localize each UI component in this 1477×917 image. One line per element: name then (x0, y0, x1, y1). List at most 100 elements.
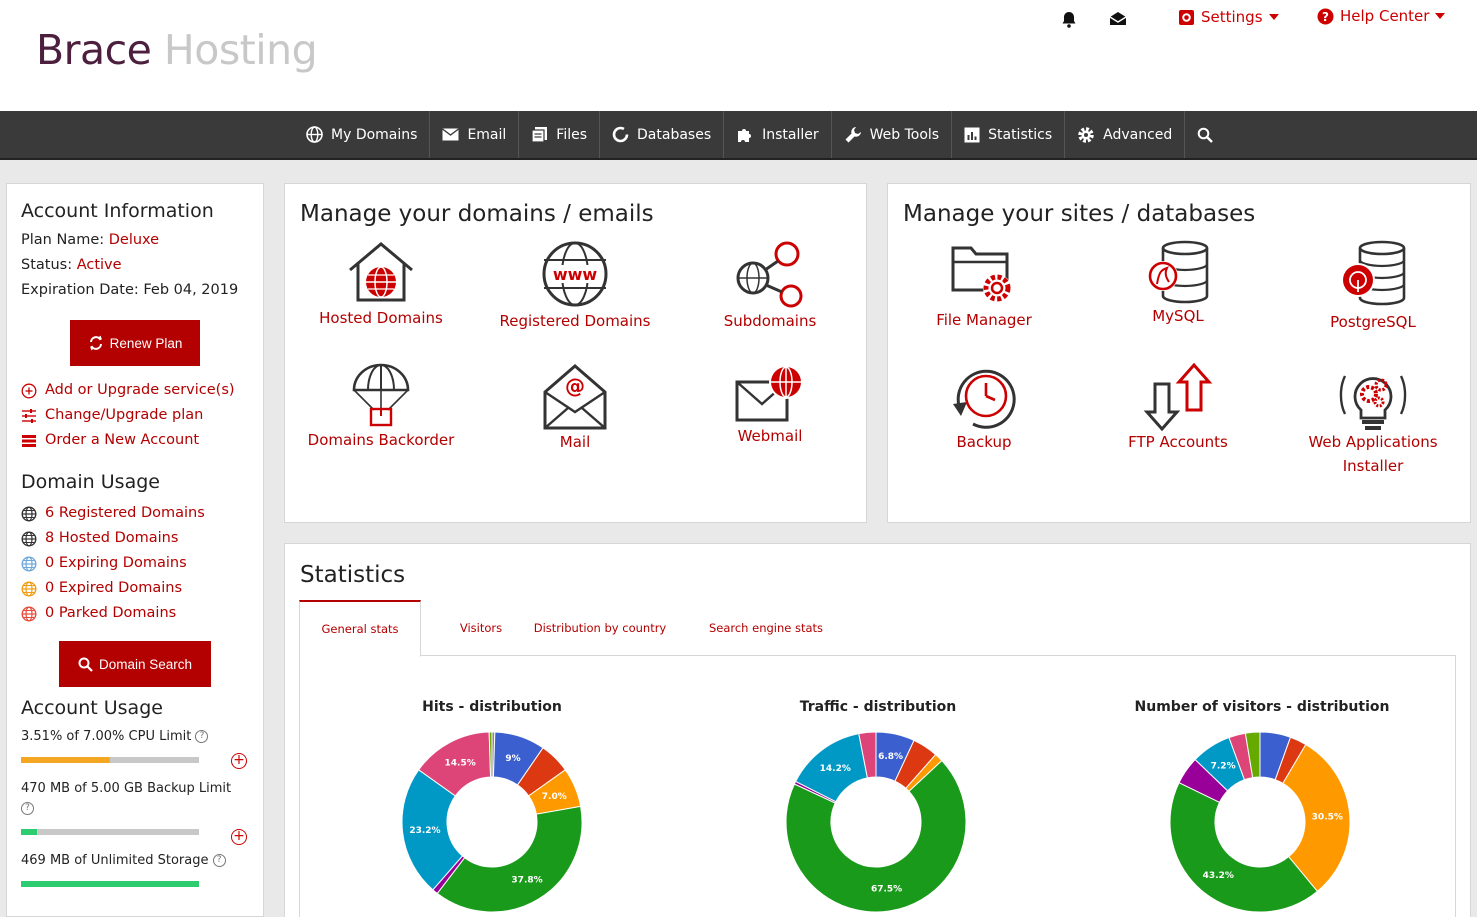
order-new-account-link[interactable]: Order a New Account (21, 428, 249, 453)
pie-slice[interactable] (1282, 743, 1351, 893)
help-icon[interactable]: ? (21, 802, 34, 815)
pie-slice[interactable] (488, 731, 493, 778)
domain-usage-item[interactable]: 0 Expired Domains (21, 576, 249, 601)
tab-distribution-by-country[interactable]: Distribution by country (533, 621, 667, 635)
nav-label: Web Tools (869, 126, 940, 143)
add-upgrade-service-link[interactable]: Add or Upgrade service(s) (21, 378, 249, 403)
renew-plan-button[interactable]: Renew Plan (70, 320, 200, 366)
subdomains-tile[interactable]: Subdomains (680, 240, 860, 333)
web-applications-installer-tile[interactable]: Web Applications Installer (1283, 362, 1463, 478)
notifications-bell-icon[interactable] (1061, 11, 1077, 28)
tile-label: Webmail (737, 427, 803, 445)
nav-installer[interactable]: Installer (724, 111, 832, 158)
refresh-icon (89, 335, 102, 351)
hosted-domains-tile[interactable]: Hosted Domains (291, 240, 471, 330)
nav-email[interactable]: Email (430, 111, 520, 158)
traffic-chart-title: Traffic - distribution (799, 699, 957, 715)
www-globe-icon: www (542, 241, 608, 307)
sites-card-title: Manage your sites / databases (903, 201, 1256, 227)
globe-icon (21, 555, 37, 572)
chevron-down-icon (1435, 13, 1446, 19)
domains-backorder-tile[interactable]: Domains Backorder (291, 362, 471, 452)
cpu-usage-bar (21, 757, 199, 763)
tile-label: Mail (559, 433, 591, 451)
change-upgrade-plan-link[interactable]: Change/Upgrade plan (21, 403, 249, 428)
tile-label: Web Applications Installer (1308, 433, 1438, 475)
backup-usage-bar-fill (21, 829, 38, 835)
account-info-heading: Account Information (21, 200, 214, 222)
nav-label: Files (556, 126, 588, 143)
wrench-icon (845, 126, 861, 142)
registered-domains-tile[interactable]: www Registered Domains (485, 240, 665, 333)
lightbulb-gears-icon (1339, 375, 1407, 430)
header: Brace Hosting Settings ? Help Center (0, 0, 1477, 111)
pie-slice[interactable] (1244, 731, 1261, 779)
backup-clock-icon (953, 369, 1016, 429)
messages-envelope-icon[interactable] (1109, 11, 1127, 26)
nav-advanced[interactable]: Advanced (1065, 111, 1186, 158)
nav-files[interactable]: Files (519, 111, 601, 158)
hits-chart-title: Hits - distribution (422, 699, 562, 715)
renew-plan-label: Renew Plan (109, 335, 183, 351)
nav-my-domains[interactable]: My Domains (294, 111, 431, 158)
domain-usage-list: 6 Registered Domains 8 Hosted Domains 0 Ex… (21, 501, 249, 626)
mail-tile[interactable]: @ Mail (485, 362, 665, 454)
nav-statistics[interactable]: Statistics (952, 111, 1066, 158)
sliders-icon (22, 408, 36, 423)
cpu-usage-row: 3.51% of 7.00% CPU Limit ? (21, 727, 249, 747)
slice-label: 14.5% (445, 759, 476, 769)
help-icon[interactable]: ? (212, 854, 226, 867)
domain-usage-item[interactable]: 0 Expiring Domains (21, 551, 249, 576)
brand-logo[interactable]: Brace Hosting (36, 26, 318, 74)
slice-label: 30.5% (1312, 813, 1343, 823)
pie-slice[interactable] (401, 769, 464, 891)
backup-tile[interactable]: Backup (894, 362, 1074, 454)
search-icon (78, 657, 93, 672)
plus-circle-icon (21, 383, 37, 398)
settings-gear-icon (1179, 9, 1194, 25)
pie-slice[interactable] (436, 805, 583, 913)
house-globe-icon (349, 242, 413, 302)
slice-label: 37.8% (511, 876, 542, 886)
slice-label: 6.8% (878, 752, 903, 762)
storage-usage-text: 469 MB of Unlimited Storage (21, 853, 209, 868)
pie-slice[interactable] (858, 731, 877, 779)
statistics-card: Statistics General stats Visitors Distri… (284, 543, 1471, 917)
nav-search[interactable] (1185, 111, 1225, 158)
tile-label: Hosted Domains (319, 309, 443, 327)
pie-slice[interactable] (1169, 781, 1319, 913)
ftp-accounts-tile[interactable]: FTP Accounts (1088, 362, 1268, 454)
tile-label: Subdomains (723, 312, 817, 330)
add-backup-button[interactable]: + (231, 829, 247, 845)
help-question-icon: ? (1317, 8, 1334, 24)
domain-usage-item[interactable]: 8 Hosted Domains (21, 526, 249, 551)
tab-visitors[interactable]: Visitors (459, 621, 503, 635)
mysql-tile[interactable]: MySQL (1088, 240, 1268, 328)
postgresql-tile[interactable]: PostgreSQL (1283, 240, 1463, 334)
pie-slice[interactable] (785, 759, 967, 913)
nav-label: Databases (637, 126, 712, 143)
tab-general-stats[interactable]: General stats (299, 600, 421, 657)
help-icon[interactable]: ? (195, 730, 209, 743)
envelope-icon (442, 128, 460, 141)
slice-label: 43.2% (1203, 871, 1234, 881)
slice-label: 9% (505, 754, 520, 764)
account-usage-heading: Account Usage (21, 697, 163, 719)
tab-search-engine-stats[interactable]: Search engine stats (708, 621, 824, 635)
nav-databases[interactable]: Databases (600, 111, 725, 158)
add-cpu-button[interactable]: + (231, 753, 247, 769)
cpu-usage-text: 3.51% of 7.00% CPU Limit (21, 729, 192, 744)
domain-search-button[interactable]: Domain Search (59, 641, 211, 687)
nav-web-tools[interactable]: Web Tools (832, 111, 953, 158)
domains-emails-card: Manage your domains / emails Hosted Doma… (284, 183, 867, 523)
help-center-menu[interactable]: ? Help Center (1317, 7, 1446, 25)
search-icon (1197, 127, 1214, 143)
domain-usage-item[interactable]: 0 Parked Domains (21, 601, 249, 626)
file-manager-tile[interactable]: File Manager (894, 240, 1074, 332)
domain-usage-item[interactable]: 6 Registered Domains (21, 501, 249, 526)
plan-name-row: Plan Name: Deluxe (21, 232, 160, 248)
webmail-tile[interactable]: Webmail (680, 362, 860, 448)
settings-menu[interactable]: Settings (1178, 8, 1279, 26)
puzzle-icon (738, 128, 752, 142)
slice-label: 7.2% (1211, 761, 1236, 771)
